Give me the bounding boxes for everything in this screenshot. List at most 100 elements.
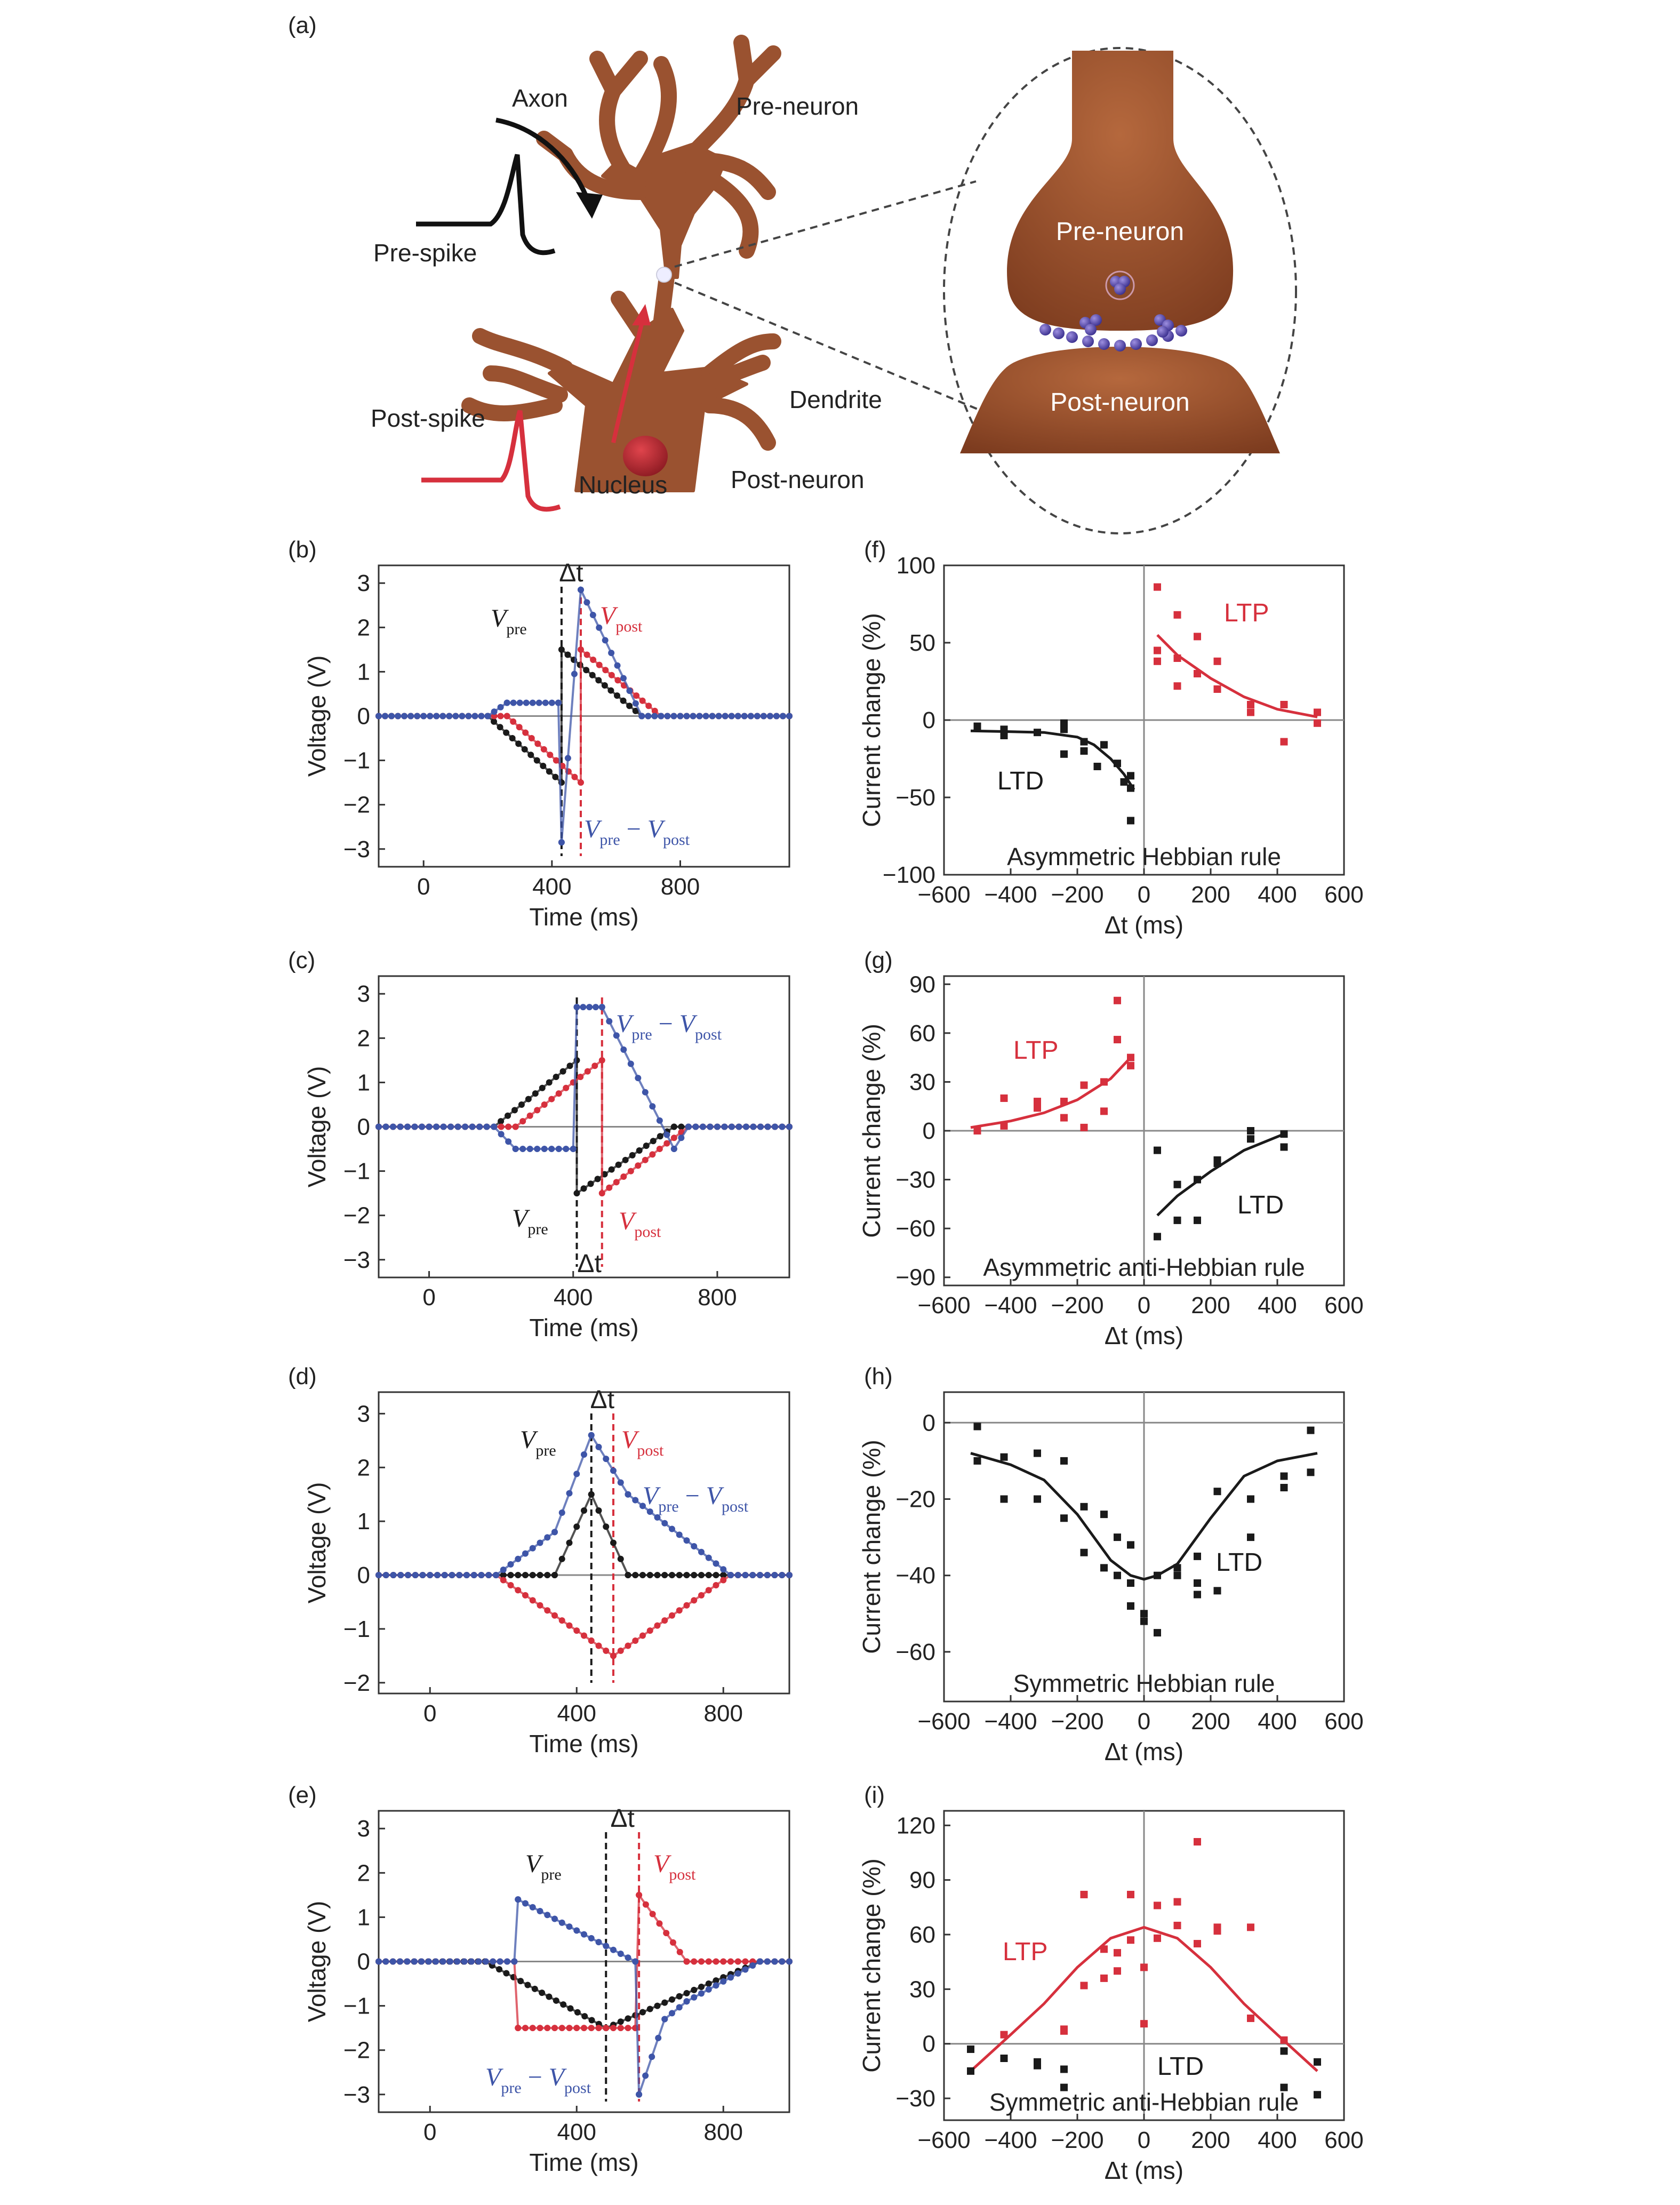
series-point-red bbox=[522, 1592, 529, 1599]
series-point-black bbox=[683, 1990, 690, 1996]
series-point-black bbox=[601, 682, 608, 689]
y-tick-label: 0 bbox=[357, 1949, 370, 1975]
series-point-blue bbox=[512, 1146, 519, 1153]
series-point-black bbox=[654, 2002, 661, 2009]
series-point-blue bbox=[779, 713, 786, 720]
series-point-black bbox=[629, 1152, 636, 1159]
series-point-black bbox=[522, 1572, 529, 1579]
series-point-blue bbox=[462, 1123, 469, 1130]
series-point-black bbox=[691, 1986, 698, 1993]
series-point-blue bbox=[779, 1123, 786, 1130]
series-point-blue bbox=[485, 1572, 492, 1579]
x-tick-label: 0 bbox=[423, 2119, 436, 2145]
series-point-blue bbox=[620, 1046, 627, 1053]
series-point-blue bbox=[482, 1958, 489, 1965]
series-point-blue bbox=[632, 1958, 639, 1965]
data-point-ltp bbox=[973, 1127, 981, 1135]
series-point-blue bbox=[734, 1970, 741, 1977]
series-point-black bbox=[594, 1176, 601, 1183]
panel-a-label: (a) bbox=[288, 12, 317, 38]
data-point-ltp bbox=[1114, 996, 1121, 1004]
data-point-ltd bbox=[1280, 1484, 1288, 1492]
x-axis-label: Time (ms) bbox=[529, 903, 638, 931]
x-tick-label: −600 bbox=[917, 1708, 970, 1735]
series-point-blue bbox=[505, 1138, 512, 1145]
series-point-black bbox=[531, 1985, 538, 1992]
series-point-blue bbox=[656, 1117, 663, 1124]
data-point-ltp bbox=[1314, 708, 1321, 716]
series-point-blue bbox=[691, 1543, 698, 1549]
y-tick-label: −60 bbox=[895, 1639, 935, 1665]
data-point-ltp bbox=[1114, 1967, 1121, 1975]
series-point-red bbox=[620, 1173, 627, 1180]
data-point-ltp bbox=[1154, 657, 1161, 665]
series-point-red bbox=[720, 1577, 727, 1584]
series-line-blue bbox=[379, 1006, 789, 1152]
data-point-ltd bbox=[1247, 1533, 1254, 1541]
series-point-blue bbox=[580, 1004, 587, 1011]
series-point-red bbox=[588, 2025, 595, 2032]
series-point-blue bbox=[490, 1958, 497, 1965]
y-tick-label: 2 bbox=[357, 1455, 370, 1481]
series-point-red bbox=[596, 661, 603, 668]
series-point-red bbox=[526, 1112, 533, 1119]
data-point-ltd bbox=[1280, 2047, 1288, 2055]
series-point-blue bbox=[705, 1986, 712, 1993]
data-point-ltd bbox=[1173, 1180, 1181, 1188]
series-point-red bbox=[566, 1622, 573, 1629]
series-point-black bbox=[566, 1062, 573, 1069]
x-tick-label: 0 bbox=[423, 1700, 436, 1727]
series-point-blue bbox=[468, 1958, 475, 1965]
series-point-red bbox=[603, 2025, 610, 2032]
series-point-red bbox=[551, 2025, 558, 2032]
series-point-blue bbox=[669, 1525, 675, 1532]
series-point-red bbox=[720, 1958, 727, 1965]
series-point-black bbox=[657, 1133, 663, 1140]
series-point-blue bbox=[555, 1146, 562, 1153]
series-point-blue bbox=[655, 2034, 662, 2041]
y-tick-label: 60 bbox=[909, 1922, 935, 1948]
data-point-ltd bbox=[1100, 1511, 1108, 1519]
data-point-ltd bbox=[1173, 1216, 1181, 1224]
data-point-ltp bbox=[1154, 583, 1161, 591]
series-point-black bbox=[498, 1118, 505, 1125]
series-point-red bbox=[627, 1168, 634, 1175]
series-point-black bbox=[587, 1180, 594, 1187]
series-point-black bbox=[544, 1572, 551, 1579]
series-point-blue bbox=[720, 1978, 727, 1985]
data-point-ltp bbox=[1247, 1923, 1254, 1931]
pre-spike-waveform bbox=[416, 154, 556, 255]
series-point-red bbox=[603, 1647, 610, 1654]
series-point-black bbox=[646, 2006, 653, 2012]
series-point-red bbox=[713, 1958, 719, 1965]
x-tick-label: 400 bbox=[1258, 882, 1297, 908]
y-tick-label: 2 bbox=[357, 1860, 370, 1886]
data-point-ltd bbox=[1140, 1617, 1148, 1625]
series-point-blue bbox=[595, 1443, 602, 1450]
series-point-blue bbox=[620, 675, 627, 682]
series-point-blue bbox=[551, 1915, 558, 1922]
fit-curve-ltp bbox=[970, 1926, 1318, 2072]
series-point-black bbox=[503, 1970, 510, 1977]
series-point-blue bbox=[664, 713, 671, 720]
series-point-blue bbox=[757, 1123, 764, 1130]
series-point-red bbox=[727, 1958, 734, 1965]
neurotransmitter-dot bbox=[1146, 334, 1158, 346]
series-point-black bbox=[509, 735, 516, 742]
series-point-red bbox=[683, 1958, 690, 1965]
y-tick-label: 100 bbox=[897, 553, 935, 579]
series-point-blue bbox=[764, 1572, 771, 1579]
series-point-blue bbox=[779, 1958, 786, 1965]
data-point-ltd bbox=[1000, 2055, 1008, 2062]
axon-label: Axon bbox=[512, 84, 568, 112]
series-point-blue bbox=[645, 713, 652, 720]
x-tick-label: −600 bbox=[917, 2127, 970, 2153]
y-tick-label: −30 bbox=[895, 1167, 935, 1193]
series-point-black bbox=[573, 1523, 580, 1530]
y-axis-label: Current change (%) bbox=[858, 613, 885, 827]
series-point-red bbox=[573, 2025, 580, 2032]
data-point-ltd bbox=[1280, 1472, 1288, 1480]
x-tick-label: 400 bbox=[557, 2119, 596, 2145]
y-tick-label: 0 bbox=[923, 707, 935, 733]
data-point-ltp bbox=[1194, 633, 1201, 641]
